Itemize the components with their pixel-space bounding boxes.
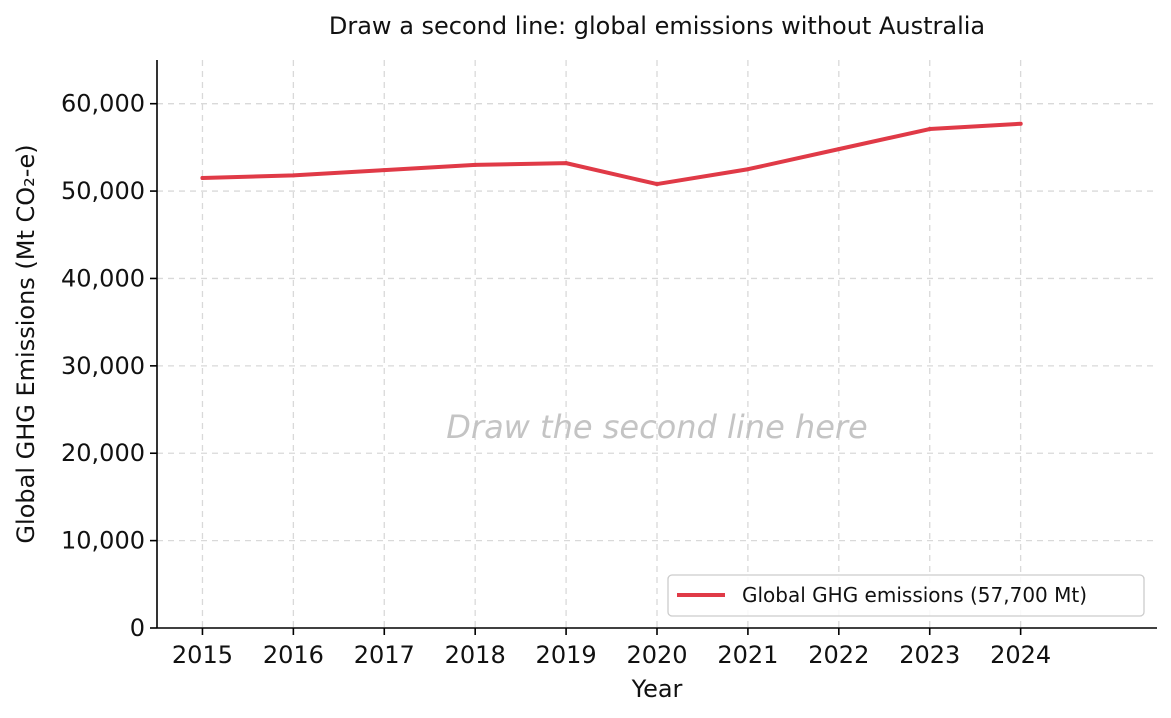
data-point bbox=[745, 167, 750, 172]
x-tick-label: 2016 bbox=[263, 641, 324, 669]
data-point bbox=[564, 161, 569, 166]
data-point bbox=[291, 173, 296, 178]
chart-title: Draw a second line: global emissions wit… bbox=[329, 12, 985, 40]
x-tick-label: 2020 bbox=[626, 641, 687, 669]
y-axis-label: Global GHG Emissions (Mt CO₂-e) bbox=[12, 144, 40, 543]
y-tick-label: 20,000 bbox=[61, 439, 145, 467]
data-point bbox=[200, 175, 205, 180]
x-tick-label: 2021 bbox=[717, 641, 778, 669]
x-tick-label: 2019 bbox=[536, 641, 597, 669]
y-tick-label: 60,000 bbox=[61, 90, 145, 118]
y-tick-label: 0 bbox=[130, 614, 145, 642]
x-tick-label: 2018 bbox=[445, 641, 506, 669]
data-point bbox=[655, 182, 659, 187]
x-tick-label: 2015 bbox=[172, 641, 233, 669]
x-tick-label: 2023 bbox=[899, 641, 960, 669]
axis-ticks: 2015 2016 2017 2018 2019 2020 2021 2022 2023 2024… bbox=[61, 90, 1051, 669]
legend-box bbox=[667, 574, 1145, 617]
series-lines bbox=[200, 121, 1023, 187]
y-tick-label: 40,000 bbox=[61, 264, 145, 292]
y-tick-label: 30,000 bbox=[61, 352, 145, 380]
x-tick-label: 2024 bbox=[990, 641, 1051, 669]
draw-here-annotation[interactable]: Draw the second line here bbox=[446, 408, 867, 446]
legend-label: Global GHG emissions (57,700 Mt) bbox=[742, 583, 1087, 607]
data-point bbox=[1018, 121, 1023, 126]
x-tick-label: 2022 bbox=[808, 641, 869, 669]
y-tick-label: 10,000 bbox=[61, 527, 145, 555]
x-tick-label: 2017 bbox=[354, 641, 415, 669]
series-line-global-ghg bbox=[200, 121, 1023, 187]
x-axis-label: Year bbox=[631, 675, 683, 703]
data-point bbox=[473, 162, 478, 167]
y-tick-label: 50,000 bbox=[61, 177, 145, 205]
legend: Global GHG emissions (57,700 Mt) bbox=[667, 574, 1145, 617]
data-point bbox=[927, 127, 932, 132]
data-point bbox=[382, 168, 387, 173]
grid-lines bbox=[157, 60, 1157, 628]
data-point bbox=[836, 147, 841, 152]
